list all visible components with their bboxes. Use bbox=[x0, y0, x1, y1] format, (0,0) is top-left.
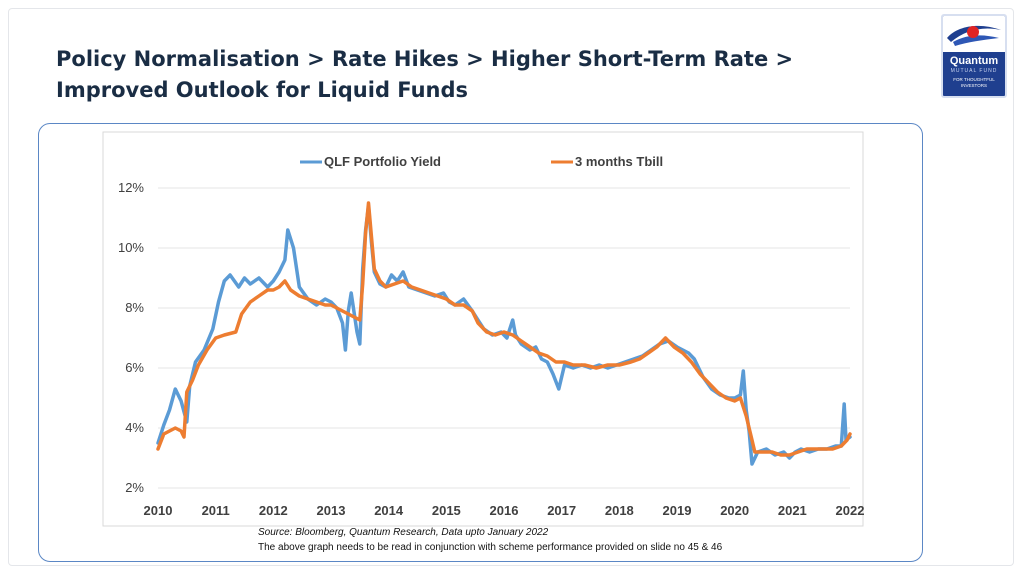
legend-label: 3 months Tbill bbox=[575, 154, 663, 169]
title-line-1: Policy Normalisation > Rate Hikes > High… bbox=[56, 47, 794, 71]
disclaimer-note: The above graph needs to be read in conj… bbox=[258, 542, 723, 553]
logo-tagline-2: INVESTORS bbox=[961, 83, 987, 88]
source-note: Source: Bloomberg, Quantum Research, Dat… bbox=[258, 527, 549, 538]
y-tick-label: 8% bbox=[125, 300, 144, 315]
logo-swoosh-icon bbox=[947, 25, 1001, 46]
x-tick-label: 2018 bbox=[605, 503, 634, 518]
x-axis-ticks: 2010 2011 2012 2013 2014 2015 2016 2017 2018 2019… bbox=[144, 503, 865, 518]
slide-frame bbox=[8, 8, 1014, 566]
x-tick-label: 2016 bbox=[490, 503, 519, 518]
page-title: Policy Normalisation > Rate Hikes > High… bbox=[56, 44, 876, 106]
y-tick-label: 12% bbox=[118, 180, 144, 195]
x-tick-label: 2015 bbox=[432, 503, 461, 518]
x-tick-label: 2017 bbox=[547, 503, 576, 518]
title-line-2: Improved Outlook for Liquid Funds bbox=[56, 78, 469, 102]
y-tick-label: 2% bbox=[125, 480, 144, 495]
series-line bbox=[156, 201, 852, 457]
x-tick-label: 2020 bbox=[720, 503, 749, 518]
y-tick-label: 6% bbox=[125, 360, 144, 375]
x-tick-label: 2022 bbox=[836, 503, 865, 518]
logo-subtitle: MUTUAL FUND bbox=[950, 68, 998, 74]
chart-container bbox=[38, 123, 923, 562]
logo-tagline-1: FOR THOUGHTFUL bbox=[953, 77, 995, 82]
logo-tagline: FOR THOUGHTFUL INVESTORS bbox=[945, 77, 1003, 89]
x-tick-label: 2019 bbox=[663, 503, 692, 518]
series-lines bbox=[156, 201, 852, 466]
x-tick-label: 2013 bbox=[317, 503, 346, 518]
logo-emblem bbox=[943, 16, 1005, 52]
logo-name: Quantum bbox=[949, 55, 999, 67]
y-tick-label: 4% bbox=[125, 420, 144, 435]
x-tick-label: 2011 bbox=[202, 503, 230, 518]
quantum-logo: Quantum MUTUAL FUND FOR THOUGHTFUL INVES… bbox=[941, 14, 1007, 98]
y-tick-label: 10% bbox=[118, 240, 144, 255]
gridlines bbox=[158, 187, 850, 489]
y-axis-ticks: 2% 4% 6% 8% 10% 12% bbox=[118, 180, 144, 495]
legend-label: QLF Portfolio Yield bbox=[324, 154, 441, 169]
x-tick-label: 2012 bbox=[259, 503, 288, 518]
chart-legend: QLF Portfolio Yield 3 months Tbill bbox=[300, 154, 663, 169]
x-tick-label: 2014 bbox=[374, 503, 404, 518]
x-tick-label: 2010 bbox=[144, 503, 173, 518]
x-tick-label: 2021 bbox=[778, 503, 807, 518]
